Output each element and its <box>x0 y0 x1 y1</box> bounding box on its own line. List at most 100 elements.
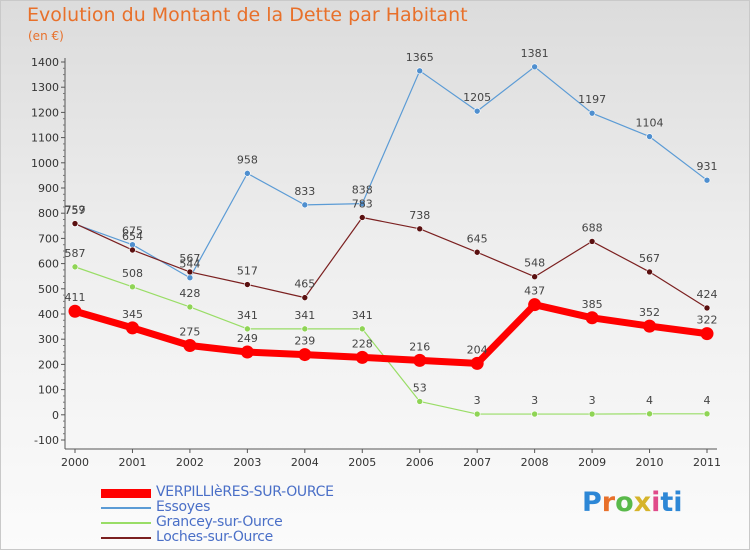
data-label: 567 <box>179 252 200 265</box>
data-label: 341 <box>352 309 373 322</box>
series-line <box>74 266 707 415</box>
data-label: 428 <box>179 287 200 300</box>
data-label: 3 <box>474 394 481 407</box>
legend-swatch <box>101 488 151 498</box>
data-label: 437 <box>524 285 545 298</box>
data-label: 465 <box>294 278 315 291</box>
data-point <box>473 248 481 256</box>
data-label: 275 <box>179 326 200 339</box>
y-tick-label: 900 <box>38 182 59 195</box>
x-tick-label: 2009 <box>578 456 606 469</box>
data-point <box>703 410 711 418</box>
x-tick-label: 2004 <box>291 456 319 469</box>
series-line <box>74 66 708 279</box>
proxiti-logo: Proxiti <box>582 487 683 518</box>
data-point <box>358 214 366 221</box>
data-label: 675 <box>122 225 143 238</box>
x-tick-label: 2008 <box>521 456 549 469</box>
y-tick-label: 300 <box>38 333 59 346</box>
data-label: 53 <box>413 381 427 394</box>
data-point <box>301 325 309 333</box>
data-point <box>703 176 711 184</box>
data-point <box>186 303 194 311</box>
y-tick-label: 200 <box>38 358 59 371</box>
data-point <box>129 246 136 254</box>
y-tick-label: 1000 <box>31 157 59 170</box>
y-tick-label: 400 <box>38 308 59 321</box>
logo-letter: i <box>673 487 683 518</box>
data-point <box>301 294 309 301</box>
legend-swatch <box>101 537 151 539</box>
data-label: 204 <box>467 343 488 356</box>
data-point <box>588 410 596 418</box>
y-tick-label: 1300 <box>31 81 59 94</box>
data-label: 3 <box>531 394 538 407</box>
y-tick-label: 100 <box>38 384 59 397</box>
data-label: 783 <box>352 197 373 210</box>
data-label: 759 <box>65 204 86 217</box>
y-tick-label: 600 <box>38 258 59 271</box>
x-tick-label: 2001 <box>118 456 146 469</box>
x-tick-label: 2006 <box>406 456 434 469</box>
data-label: 424 <box>697 288 718 301</box>
data-label: 239 <box>294 335 315 348</box>
data-label: 1197 <box>578 93 606 106</box>
y-tick-label: 1400 <box>31 56 59 69</box>
data-label: 567 <box>639 252 660 265</box>
data-point <box>646 268 653 276</box>
data-point <box>240 345 254 359</box>
data-label: 931 <box>697 160 718 173</box>
data-label: 1365 <box>406 51 434 64</box>
x-tick-label: 2003 <box>233 456 261 469</box>
data-point <box>358 325 366 333</box>
y-tick-label: 1200 <box>31 106 59 119</box>
logo-letter: o <box>615 487 634 518</box>
data-point <box>68 304 82 318</box>
data-label: 688 <box>582 221 603 234</box>
data-point <box>703 304 711 312</box>
data-point <box>355 350 369 364</box>
x-tick-label: 2010 <box>636 456 664 469</box>
data-label: 544 <box>179 258 200 271</box>
data-label: 508 <box>122 267 143 280</box>
logo-letter: P <box>582 487 602 518</box>
data-label: 4 <box>704 394 711 407</box>
data-label: 958 <box>237 153 258 166</box>
series-line <box>74 216 708 309</box>
data-point <box>244 170 251 177</box>
y-tick-label: 800 <box>38 207 59 220</box>
legend-swatch <box>101 507 151 509</box>
y-tick-label: 700 <box>38 232 59 245</box>
data-label: 548 <box>524 257 545 270</box>
data-point <box>244 281 251 288</box>
data-label: 385 <box>582 298 603 311</box>
data-label: 341 <box>237 309 258 322</box>
data-point <box>183 339 197 352</box>
data-point <box>129 283 136 291</box>
legend-swatch <box>101 522 151 524</box>
x-tick-label: 2002 <box>176 456 204 469</box>
y-tick-label: 1100 <box>31 132 59 145</box>
logo-letter: x <box>633 487 652 518</box>
data-label: 654 <box>122 230 143 243</box>
data-label: 738 <box>409 209 430 222</box>
legend-label: VERPILLIèRES-SUR-OURCE <box>156 484 334 500</box>
data-point <box>531 410 538 418</box>
data-point <box>186 268 194 276</box>
data-label: 411 <box>65 291 86 304</box>
logo-letter: t <box>660 487 674 518</box>
data-label: 1205 <box>463 91 491 104</box>
data-label: 228 <box>352 337 373 350</box>
chart-title: Evolution du Montant de la Dette par Hab… <box>27 4 468 26</box>
y-tick-label: 0 <box>52 409 59 422</box>
data-point <box>186 274 194 282</box>
data-label: 322 <box>697 314 718 327</box>
legend-label: Loches-sur-Ource <box>156 529 273 545</box>
data-point <box>71 220 79 227</box>
data-label: 1381 <box>521 47 549 60</box>
x-tick-label: 2005 <box>348 456 376 469</box>
data-label: 216 <box>409 340 430 353</box>
data-label: 517 <box>237 265 258 278</box>
